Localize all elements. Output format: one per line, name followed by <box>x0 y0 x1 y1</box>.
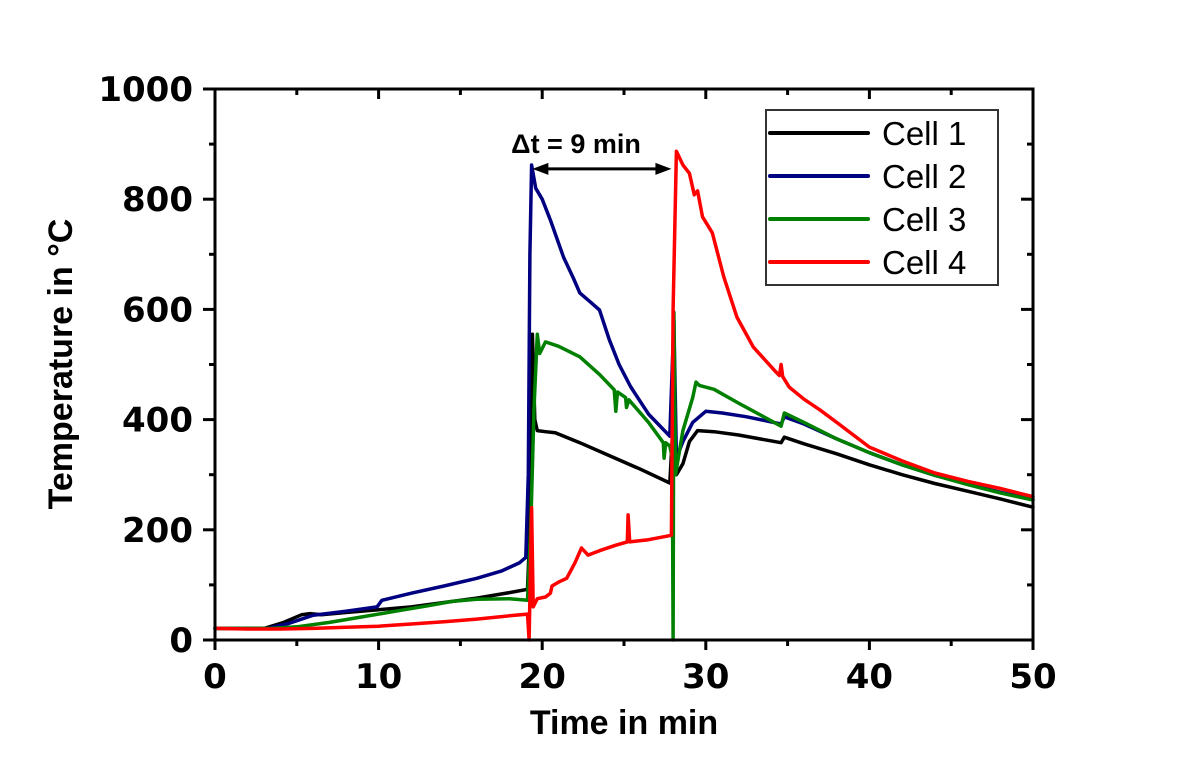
series-layer <box>213 149 1035 642</box>
x-tick-label: 50 <box>1009 657 1056 697</box>
x-tick-label: 0 <box>203 657 227 697</box>
y-tick-label: 0 <box>169 621 193 661</box>
y-tick-label: 400 <box>122 401 193 441</box>
x-tick-label: 10 <box>355 657 402 697</box>
annotation-text: Δt = 9 min <box>511 129 641 159</box>
series-line-cell-4 <box>213 149 1035 642</box>
y-tick-label: 200 <box>122 511 193 551</box>
series-line-cell-1 <box>213 332 1035 631</box>
legend-label: Cell 1 <box>882 115 966 152</box>
y-tick-label: 1000 <box>98 70 193 110</box>
y-tick-label: 600 <box>122 290 193 330</box>
series-line-cell-3 <box>213 310 1035 642</box>
y-axis-title: Temperature in °C <box>42 219 80 510</box>
x-tick-label: 40 <box>846 657 893 697</box>
y-tick-label: 800 <box>122 180 193 220</box>
series-line-cell-2 <box>213 163 1035 631</box>
legend-item-cell-4: Cell 4 <box>768 244 966 281</box>
y-axis-ticks <box>203 87 1033 642</box>
legend-item-cell-3: Cell 3 <box>768 201 966 238</box>
legend-label: Cell 2 <box>882 158 966 195</box>
x-tick-label: 20 <box>519 657 566 697</box>
x-axis-tick-labels: 0 10 20 30 40 50 <box>203 657 1057 697</box>
y-axis-tick-labels: 0 200 400 600 800 1000 <box>98 70 193 661</box>
x-tick-label: 30 <box>682 657 729 697</box>
legend-label: Cell 3 <box>882 201 966 238</box>
x-axis-title: Time in min <box>530 704 718 742</box>
annotation-arrowhead-left <box>532 162 549 175</box>
legend: Cell 1 Cell 2 Cell 3 Cell 4 <box>765 109 999 286</box>
x-axis-ticks <box>213 89 1035 650</box>
legend-label: Cell 4 <box>882 244 966 281</box>
legend-box <box>765 109 999 286</box>
legend-item-cell-2: Cell 2 <box>768 158 966 195</box>
legend-item-cell-1: Cell 1 <box>768 115 966 152</box>
annotation-arrowhead-right <box>655 162 672 175</box>
delta-t-annotation: Δt = 9 min <box>511 129 672 175</box>
